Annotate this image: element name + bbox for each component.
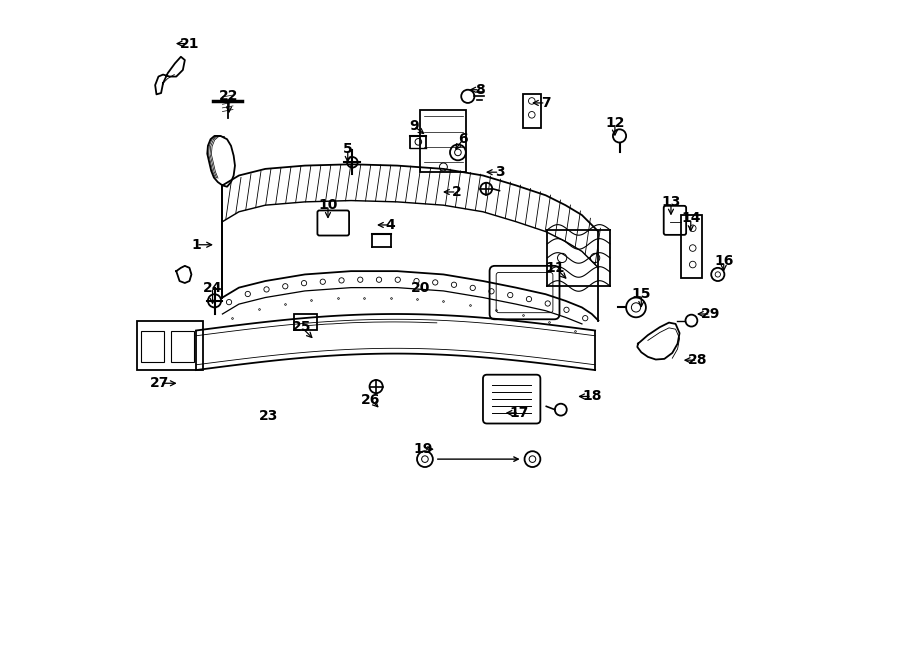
Bar <box>681 215 702 278</box>
Bar <box>294 314 317 330</box>
Text: 21: 21 <box>180 36 199 51</box>
Text: 2: 2 <box>452 185 462 199</box>
Text: 11: 11 <box>545 261 565 275</box>
Text: 16: 16 <box>714 254 734 268</box>
Text: 14: 14 <box>681 212 700 225</box>
Bar <box>137 321 202 370</box>
Text: 26: 26 <box>361 393 381 407</box>
Text: 10: 10 <box>319 198 338 212</box>
Text: 28: 28 <box>688 353 707 367</box>
Text: 15: 15 <box>632 288 651 301</box>
Bar <box>141 330 165 362</box>
Text: 22: 22 <box>220 89 238 103</box>
Text: 13: 13 <box>662 195 680 209</box>
Text: 20: 20 <box>410 281 430 295</box>
Text: 17: 17 <box>509 406 529 420</box>
Bar <box>171 330 194 362</box>
Text: 24: 24 <box>202 281 222 295</box>
Text: 25: 25 <box>292 320 311 334</box>
Text: 6: 6 <box>458 132 468 146</box>
Text: 4: 4 <box>386 218 395 232</box>
Text: 12: 12 <box>605 116 625 130</box>
Text: 9: 9 <box>409 119 419 133</box>
Text: 5: 5 <box>343 142 353 156</box>
Text: 27: 27 <box>150 376 169 390</box>
Text: 18: 18 <box>582 389 601 403</box>
Text: 7: 7 <box>541 96 551 110</box>
Text: 8: 8 <box>475 83 484 97</box>
Bar <box>523 94 541 128</box>
Text: 19: 19 <box>414 442 433 456</box>
Bar <box>420 110 466 173</box>
Text: 1: 1 <box>191 238 201 252</box>
Text: 29: 29 <box>701 307 720 321</box>
Text: 3: 3 <box>495 165 504 179</box>
Text: 23: 23 <box>259 409 278 423</box>
